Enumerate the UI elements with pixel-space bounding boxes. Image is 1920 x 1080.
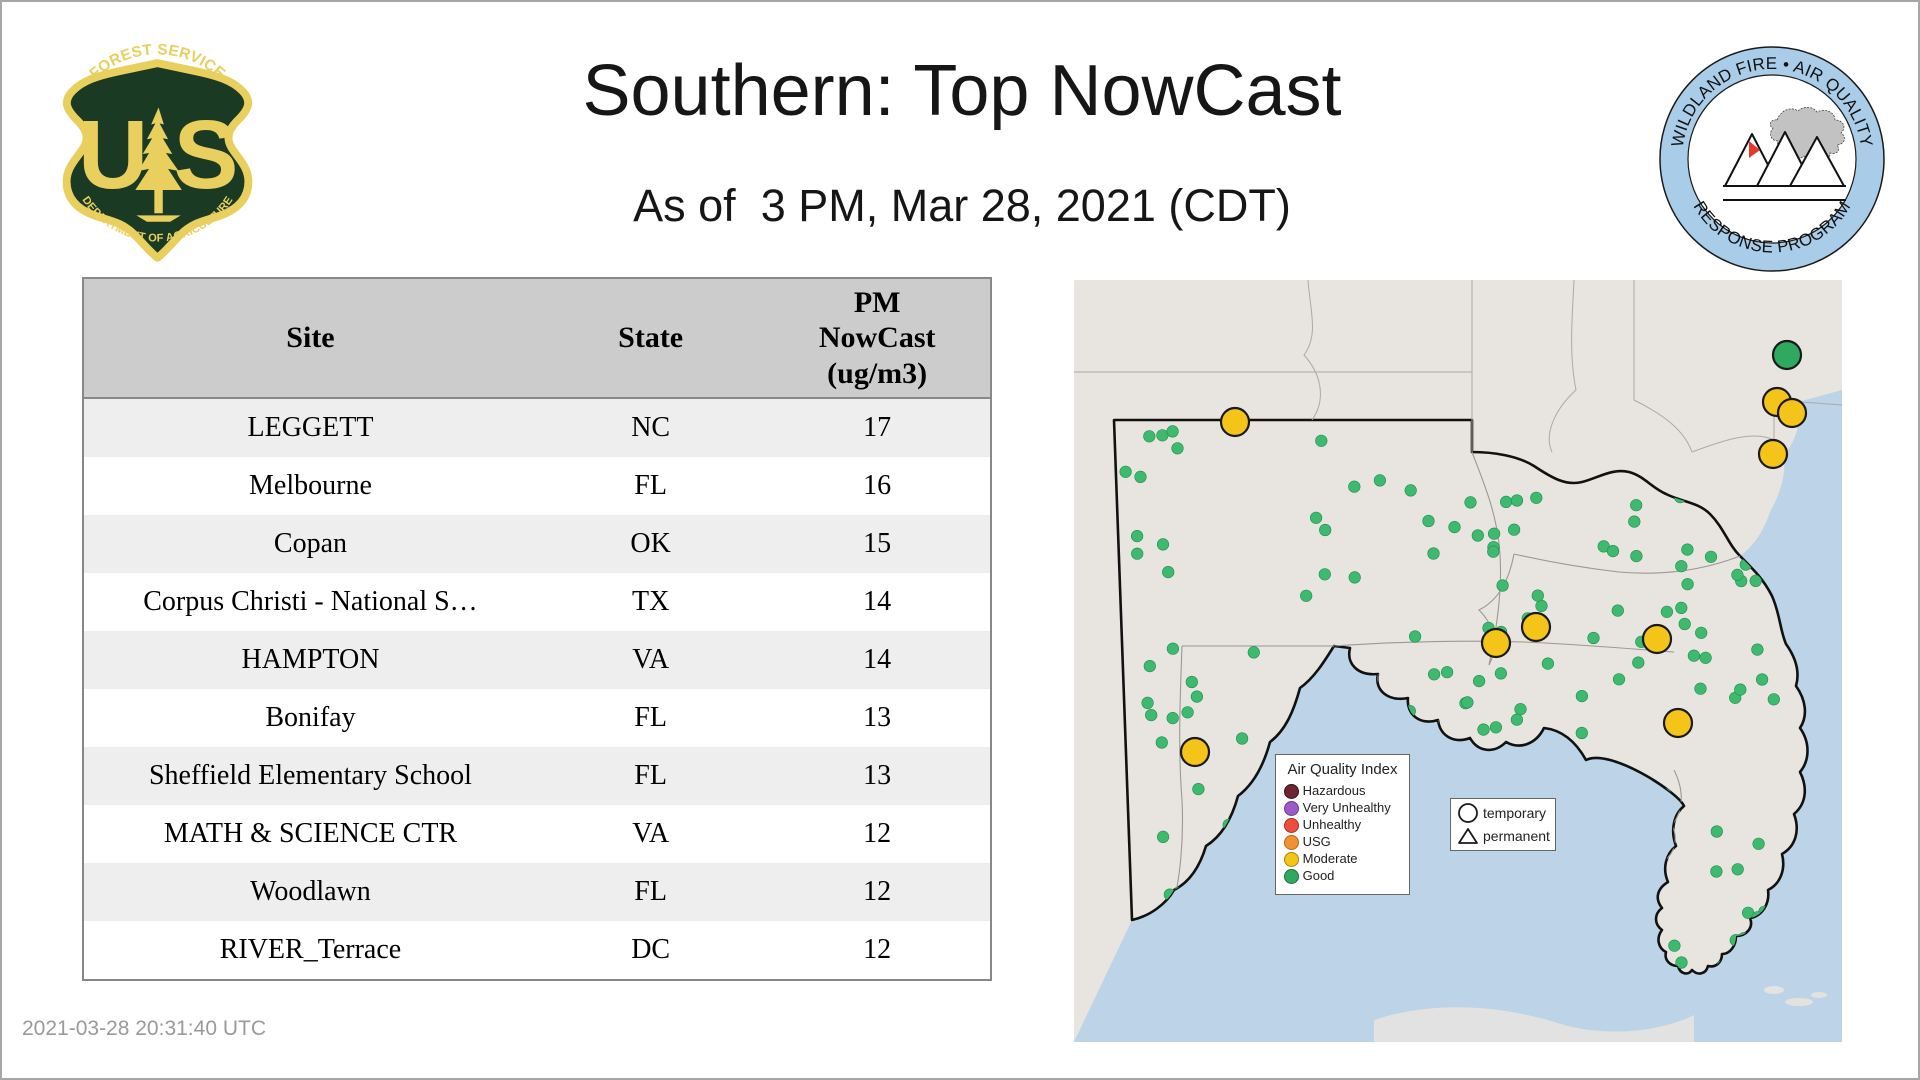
svg-text:permanent: permanent [1483, 828, 1550, 844]
svg-text:temporary: temporary [1483, 805, 1546, 821]
